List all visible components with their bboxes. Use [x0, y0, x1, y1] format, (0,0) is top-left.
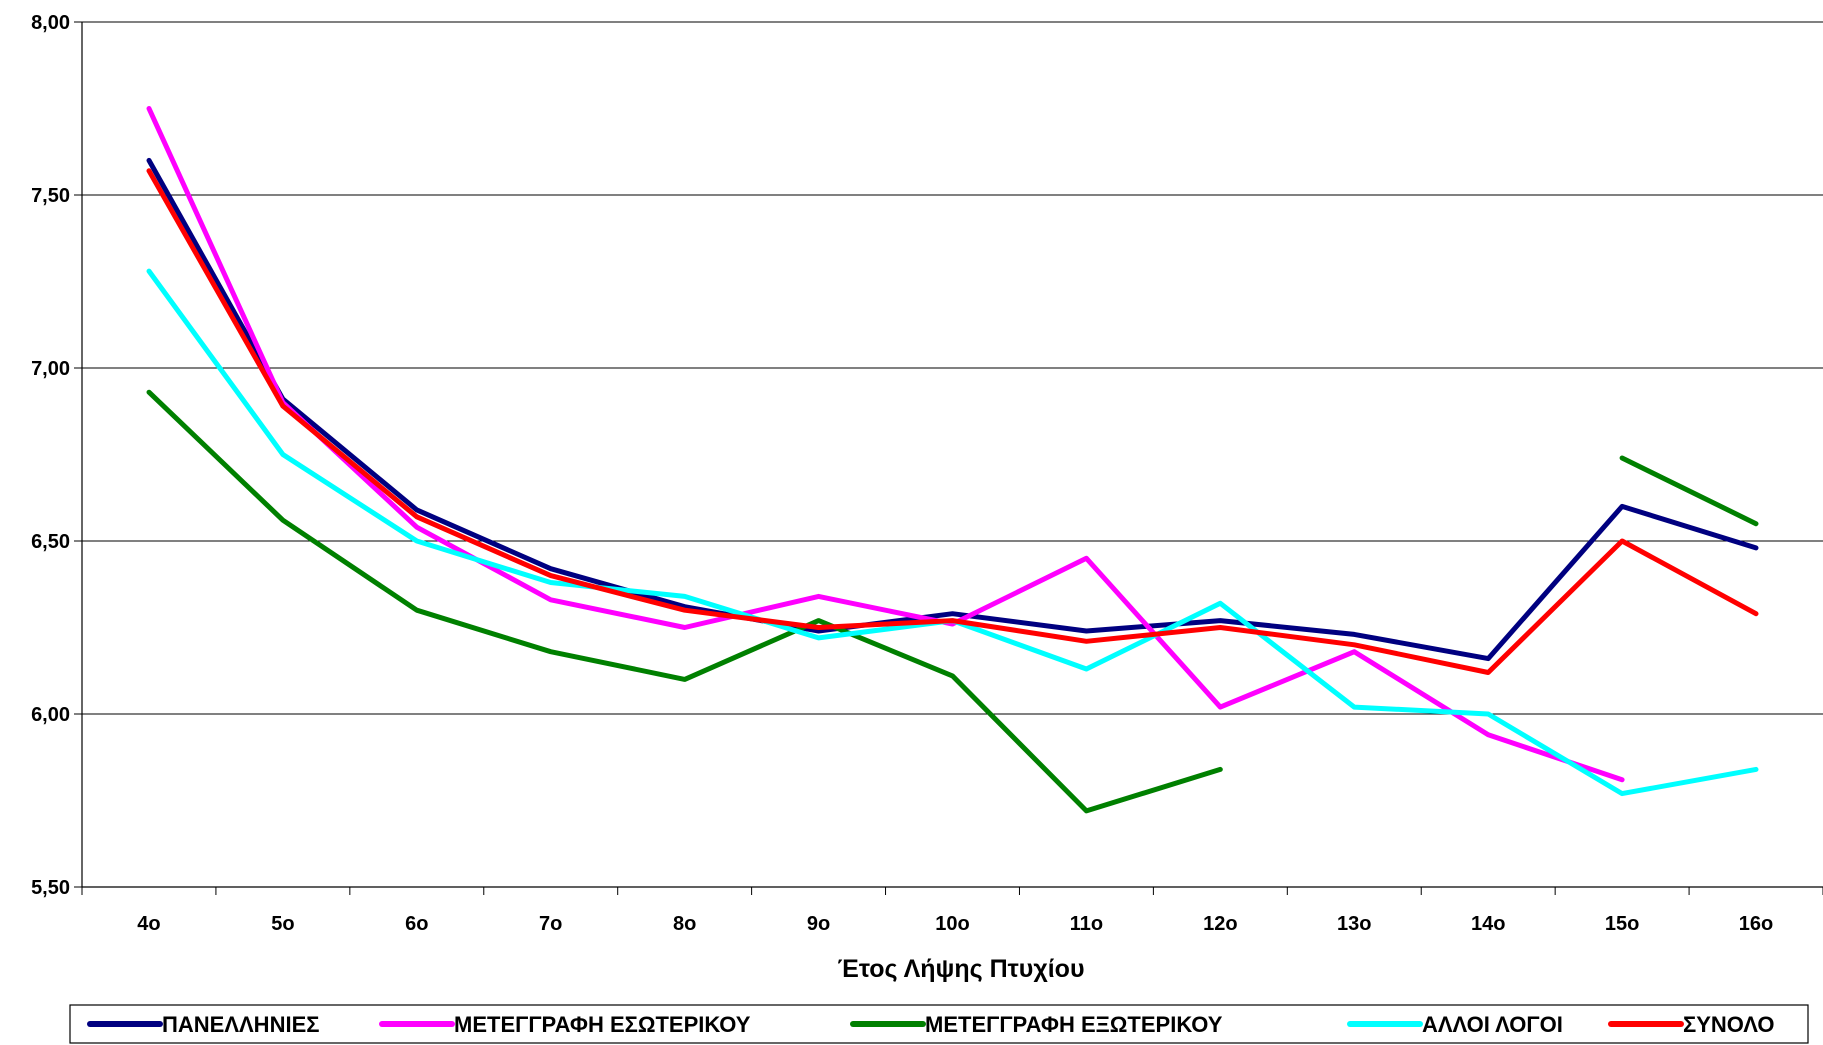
series-line	[146, 106, 1625, 783]
legend-label: ΣΥΝΟΛΟ	[1683, 1012, 1774, 1037]
x-tick-label: 4ο	[137, 913, 160, 935]
x-tick-label: 16ο	[1739, 913, 1773, 935]
legend-item: ΠΑΝΕΛΛΗΝΙΕΣ	[87, 1012, 319, 1037]
series-line	[1619, 455, 1759, 527]
series-line	[146, 168, 1759, 675]
series-4	[146, 168, 1759, 675]
series-lines	[146, 106, 1759, 814]
series-line	[146, 157, 1759, 662]
legend-label: ΠΑΝΕΛΛΗΝΙΕΣ	[162, 1012, 319, 1037]
x-tick-label: 13ο	[1337, 913, 1371, 935]
x-tick-label: 12ο	[1203, 913, 1237, 935]
x-tick-label: 9ο	[807, 913, 830, 935]
x-tick-label: 7ο	[539, 913, 562, 935]
x-tick-label: 6ο	[405, 913, 428, 935]
y-tick-label: 6,50	[31, 531, 70, 553]
legend-box	[69, 1004, 1809, 1044]
x-tick-label: 8ο	[673, 913, 696, 935]
x-tick-label: 14ο	[1471, 913, 1505, 935]
legend-item: ΣΥΝΟΛΟ	[1608, 1012, 1774, 1037]
legend: ΠΑΝΕΛΛΗΝΙΕΣ ΜΕΤΕΓΓΡΑΦΗ ΕΣΩΤΕΡΙΚΟΥ ΜΕΤΕΓΓΡΑ…	[69, 1004, 1809, 1044]
x-axis-title: Έτος Λήψης Πτυχίου	[838, 955, 1085, 983]
series-0	[146, 157, 1759, 662]
legend-label: ΜΕΤΕΓΓΡΑΦΗ ΕΣΩΤΕΡΙΚΟΥ	[454, 1012, 751, 1037]
series-line	[146, 389, 1223, 814]
legend-item: ΑΛΛΟΙ ΛΟΓΟΙ	[1347, 1012, 1563, 1037]
axes	[81, 22, 1823, 888]
legend-item: ΜΕΤΕΓΓΡΑΦΗ ΕΞΩΤΕΡΙΚΟΥ	[850, 1012, 1223, 1037]
y-axis-ticks: 5,50 6,00 6,50 7,00 7,50 8,00	[31, 12, 82, 899]
x-tick-label: 11ο	[1070, 913, 1103, 935]
series-2	[146, 389, 1759, 814]
legend-label: ΜΕΤΕΓΓΡΑΦΗ ΕΞΩΤΕΡΙΚΟΥ	[925, 1012, 1223, 1037]
x-tick-label: 10ο	[935, 913, 969, 935]
y-tick-label: 5,50	[31, 877, 70, 899]
x-axis-ticks: 4ο 5ο 6ο 7ο 8ο 9ο 10ο 11ο 12ο 13ο 14ο 15ο 16ο	[81, 887, 1823, 935]
x-tick-label: 15ο	[1605, 913, 1639, 935]
y-tick-label: 7,50	[31, 185, 70, 207]
y-tick-label: 8,00	[31, 12, 70, 34]
x-tick-label: 5ο	[271, 913, 294, 935]
legend-item: ΜΕΤΕΓΓΡΑΦΗ ΕΣΩΤΕΡΙΚΟΥ	[379, 1012, 751, 1037]
legend-label: ΑΛΛΟΙ ΛΟΓΟΙ	[1422, 1012, 1563, 1037]
y-tick-label: 7,00	[31, 358, 70, 380]
y-tick-label: 6,00	[31, 704, 70, 726]
